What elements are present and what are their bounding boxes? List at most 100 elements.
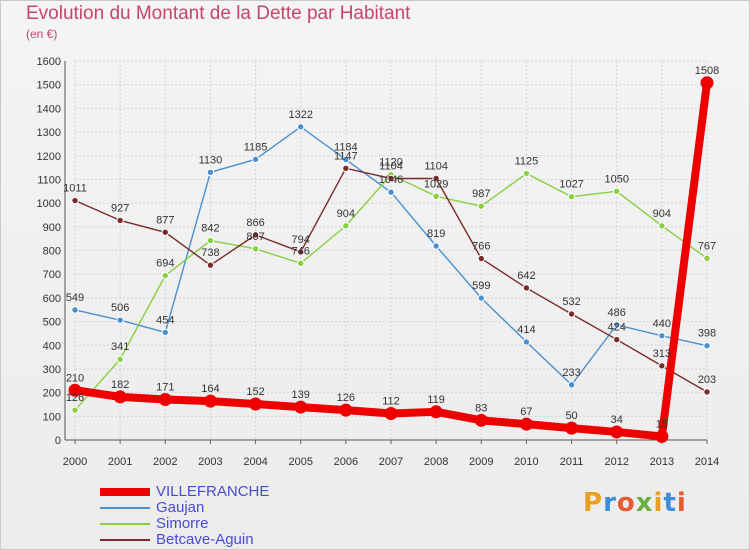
data-label-betcave-aguin: 1011 <box>63 183 87 195</box>
legend-label-villefranche: VILLEFRANCHE <box>156 483 270 500</box>
data-label-betcave-aguin: 766 <box>472 241 490 253</box>
data-label-gaujan: 1046 <box>379 174 403 186</box>
data-point-betcave-aguin <box>251 231 260 239</box>
brand-letter: P <box>583 488 604 518</box>
data-point-simorre <box>658 222 666 230</box>
x-tick-label: 2006 <box>334 456 358 468</box>
data-label-simorre: 694 <box>156 258 174 270</box>
y-tick-label: 800 <box>43 246 61 258</box>
data-label-betcave-aguin: 738 <box>201 247 219 259</box>
data-point-simorre <box>567 193 576 201</box>
y-tick-label: 900 <box>43 222 61 234</box>
data-label-gaujan: 440 <box>653 318 671 330</box>
data-point-villefranche <box>610 425 624 439</box>
data-point-gaujan <box>387 188 395 196</box>
x-tick-label: 2014 <box>695 456 719 468</box>
data-point-gaujan <box>567 381 576 389</box>
x-tick-label: 2003 <box>198 456 222 468</box>
data-label-gaujan: 506 <box>111 302 129 314</box>
data-point-betcave-aguin <box>567 310 576 318</box>
x-tick-label: 2005 <box>288 456 312 468</box>
data-point-gaujan <box>206 168 215 177</box>
brand-letter: r <box>603 488 617 518</box>
data-point-betcave-aguin <box>613 335 621 344</box>
y-tick-label: 400 <box>43 340 61 352</box>
y-tick-label: 700 <box>43 269 61 281</box>
data-point-gaujan <box>477 294 485 302</box>
y-tick-label: 1500 <box>37 80 61 92</box>
legend-item-villefranche: VILLEFRANCHE <box>100 484 269 500</box>
data-label-gaujan: 599 <box>472 280 490 292</box>
data-point-simorre <box>477 202 485 210</box>
data-label-villefranche: 152 <box>246 386 264 398</box>
legend-item-betcave-aguin: Betcave-Aguin <box>100 532 269 548</box>
x-tick-label: 2009 <box>469 456 493 468</box>
x-tick-label: 2007 <box>379 456 403 468</box>
y-tick-label: 1400 <box>37 103 61 115</box>
data-point-simorre <box>297 259 305 267</box>
data-label-gaujan: 549 <box>66 292 84 304</box>
data-point-gaujan <box>658 332 666 340</box>
data-label-villefranche: 164 <box>201 383 219 395</box>
data-point-villefranche <box>429 405 443 419</box>
data-point-betcave-aguin <box>71 196 79 205</box>
data-label-gaujan: 1184 <box>334 142 358 154</box>
data-label-betcave-aguin: 642 <box>517 270 535 282</box>
y-tick-label: 600 <box>43 293 61 305</box>
data-label-villefranche: 1508 <box>695 65 719 77</box>
brand-letter: x <box>635 488 654 518</box>
brand-letter: t <box>663 488 677 518</box>
data-label-simorre: 1027 <box>559 179 583 191</box>
data-label-gaujan: 1130 <box>199 154 223 166</box>
data-label-villefranche: 83 <box>475 402 487 414</box>
x-tick-label: 2008 <box>424 456 448 468</box>
data-point-betcave-aguin <box>206 261 215 269</box>
grid-lines <box>74 60 708 441</box>
data-point-gaujan <box>251 155 260 164</box>
data-point-betcave-aguin <box>161 228 169 236</box>
legend-item-gaujan: Gaujan <box>100 500 269 516</box>
data-point-simorre <box>206 236 215 245</box>
data-point-gaujan <box>522 338 531 346</box>
data-label-gaujan: 1322 <box>288 109 312 121</box>
data-label-gaujan: 414 <box>517 324 535 336</box>
data-label-betcave-aguin: 877 <box>156 214 174 226</box>
data-point-gaujan <box>703 342 711 350</box>
data-label-simorre: 126 <box>66 392 84 404</box>
data-label-simorre: 987 <box>472 188 490 200</box>
data-label-simorre: 767 <box>698 240 716 252</box>
data-label-villefranche: 171 <box>156 381 174 393</box>
data-point-betcave-aguin <box>342 164 350 173</box>
data-label-gaujan: 1185 <box>244 141 268 153</box>
data-label-gaujan: 454 <box>156 314 174 326</box>
data-point-betcave-aguin <box>297 248 305 256</box>
data-point-simorre <box>613 187 621 195</box>
y-tick-label: 200 <box>43 388 61 400</box>
legend-swatch-villefranche <box>100 488 150 496</box>
y-tick-label: 300 <box>43 364 61 376</box>
data-label-simorre: 1029 <box>424 178 448 190</box>
y-tick-label: 1300 <box>37 127 61 139</box>
data-point-betcave-aguin <box>432 174 440 183</box>
data-point-gaujan <box>116 316 124 324</box>
data-label-betcave-aguin: 1147 <box>334 150 358 162</box>
data-label-simorre: 1120 <box>379 157 403 169</box>
brand-letter: i <box>653 488 664 518</box>
data-point-villefranche <box>700 76 714 90</box>
data-point-gaujan <box>71 306 79 314</box>
y-tick-label: 100 <box>43 411 61 423</box>
data-label-betcave-aguin: 203 <box>698 374 716 386</box>
data-point-simorre <box>432 192 440 200</box>
y-tick-label: 1200 <box>37 151 61 163</box>
data-point-simorre <box>161 271 169 280</box>
data-point-gaujan <box>342 155 350 164</box>
data-point-simorre <box>116 355 124 363</box>
data-label-betcave-aguin: 1104 <box>424 160 448 172</box>
data-point-simorre <box>522 169 531 178</box>
data-point-gaujan <box>432 242 440 250</box>
legend-item-simorre: Simorre <box>100 516 269 532</box>
data-label-gaujan: 486 <box>608 307 626 319</box>
data-label-villefranche: 210 <box>66 372 84 384</box>
data-point-villefranche <box>113 390 127 404</box>
